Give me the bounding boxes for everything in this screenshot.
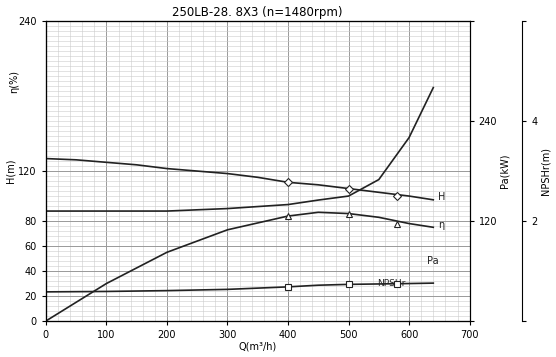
Text: η: η — [438, 220, 444, 230]
X-axis label: Q(m³/h): Q(m³/h) — [239, 341, 277, 351]
Title: 250LB-28. 8X3 (n=1480rpm): 250LB-28. 8X3 (n=1480rpm) — [172, 6, 343, 19]
Y-axis label: H(m): H(m) — [6, 159, 16, 183]
Y-axis label: NPSHr(m): NPSHr(m) — [540, 147, 550, 195]
Text: η(%): η(%) — [9, 70, 19, 92]
Text: NPSHr: NPSHr — [378, 279, 406, 288]
Y-axis label: Pa(kW): Pa(kW) — [500, 154, 510, 188]
Text: H: H — [438, 192, 445, 202]
Text: Pa: Pa — [427, 256, 439, 266]
